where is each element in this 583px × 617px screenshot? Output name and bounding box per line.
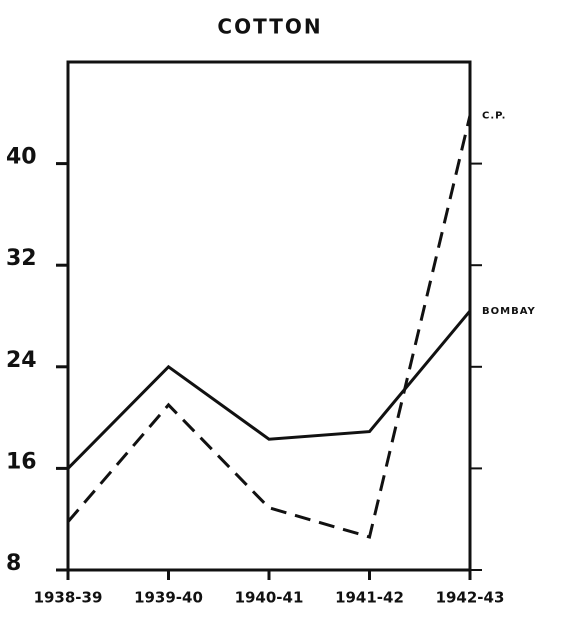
x-tick-label: 1942-43 bbox=[436, 589, 505, 607]
x-tick-label: 1938-39 bbox=[34, 589, 103, 607]
x-tick-label: 1941-42 bbox=[335, 589, 404, 607]
series-label: BOMBAY bbox=[482, 306, 536, 317]
y-tick-label: 40 bbox=[6, 145, 37, 170]
x-tick-label: 1940-41 bbox=[235, 589, 304, 607]
chart-title: COTTON bbox=[217, 15, 322, 39]
y-tick-label: 32 bbox=[6, 246, 37, 271]
plot-frame bbox=[66, 60, 472, 572]
y-tick-label: 16 bbox=[6, 449, 37, 474]
series-line bbox=[66, 114, 472, 539]
series-line bbox=[66, 309, 472, 470]
y-tick-label: 24 bbox=[6, 348, 37, 373]
x-tick-label: 1939-40 bbox=[134, 589, 203, 607]
series-label: C.P. bbox=[482, 110, 506, 121]
y-tick-label: 8 bbox=[6, 551, 21, 576]
